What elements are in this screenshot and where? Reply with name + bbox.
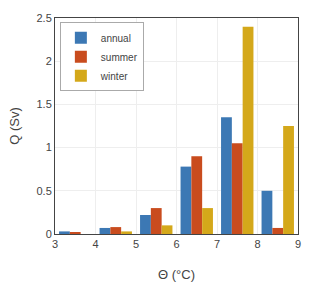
svg-text:annual: annual <box>101 33 131 44</box>
svg-text:5: 5 <box>133 238 139 250</box>
svg-text:4: 4 <box>92 238 98 250</box>
svg-text:9: 9 <box>295 238 301 250</box>
svg-text:8: 8 <box>254 238 260 250</box>
svg-text:Θ (°C): Θ (°C) <box>158 267 195 282</box>
svg-text:winter: winter <box>100 71 128 82</box>
svg-text:summer: summer <box>101 52 138 63</box>
svg-text:1: 1 <box>46 141 52 153</box>
svg-text:2.5: 2.5 <box>37 12 52 24</box>
svg-text:1.5: 1.5 <box>37 98 52 110</box>
svg-text:0.5: 0.5 <box>37 185 52 197</box>
svg-text:Q (Sv): Q (Sv) <box>7 107 22 145</box>
svg-text:6: 6 <box>173 238 179 250</box>
svg-text:0: 0 <box>46 228 52 240</box>
svg-text:7: 7 <box>214 238 220 250</box>
svg-text:2: 2 <box>46 55 52 67</box>
svg-text:3: 3 <box>52 238 58 250</box>
